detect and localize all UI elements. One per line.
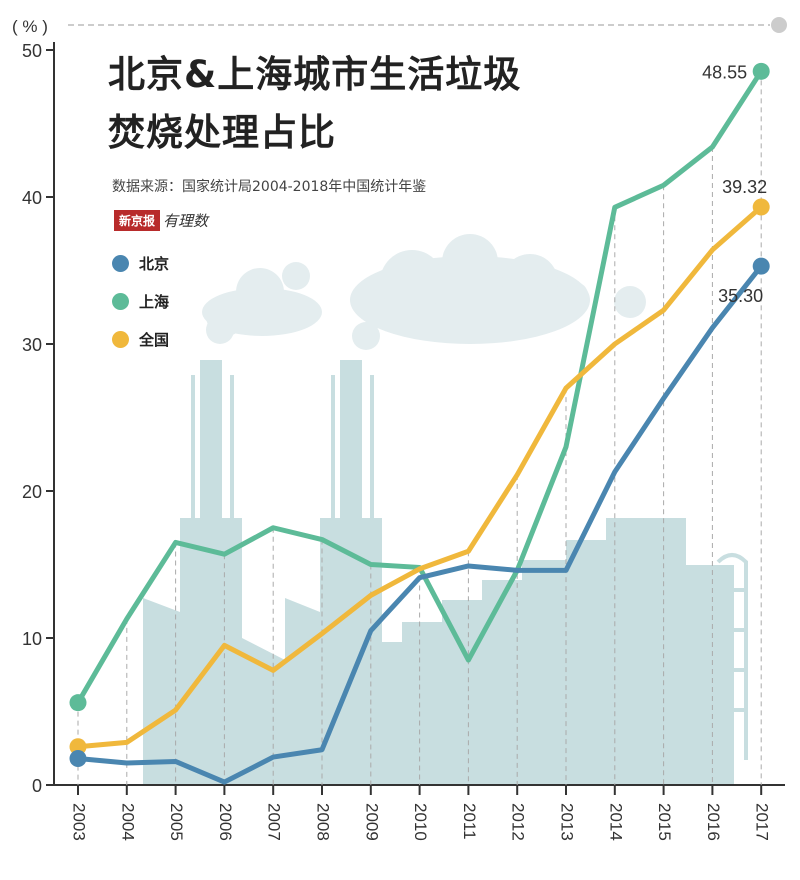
- legend-label-national: 全国: [139, 330, 170, 349]
- x-tick-label: 2006: [216, 803, 235, 841]
- x-tick-label: 2017: [753, 803, 772, 841]
- x-tick-label: 2012: [509, 803, 528, 841]
- series-start-point: [69, 750, 87, 768]
- y-tick-label: 0: [32, 776, 42, 796]
- source-note: 数据来源：国家统计局2004-2018年中国统计年鉴: [112, 179, 427, 195]
- x-tick-label: 2014: [606, 803, 625, 841]
- x-tick-label: 2003: [70, 803, 89, 841]
- series-end-point: [752, 198, 770, 216]
- top-guide-dot: [771, 17, 787, 33]
- series-line-0: [75, 263, 764, 785]
- end-value-label: 35.30: [718, 286, 763, 306]
- x-tick-label: 2004: [118, 803, 137, 841]
- chart-title: 北京&上海城市生活垃圾 焚烧处理占比: [108, 46, 521, 162]
- end-value-labels: 35.30 48.55 39.32: [702, 62, 767, 306]
- chart-title-line2: 焚烧处理占比: [108, 111, 336, 154]
- x-tick-label: 2009: [362, 803, 381, 841]
- series-start-point: [69, 694, 87, 712]
- legend-dot-beijing: [112, 254, 129, 272]
- x-tick-labels: 2003 2004 2005 2006 2007 2008 2009 2010 2011 2012…: [70, 803, 772, 841]
- y-tick-label: 30: [22, 335, 42, 355]
- legend-dot-shanghai: [112, 292, 129, 310]
- y-tick-label: 50: [22, 41, 42, 61]
- series-line-2: [75, 204, 764, 750]
- y-tick-labels: 0 10 20 30 40 50: [22, 41, 54, 796]
- y-unit-label: ( % ): [12, 17, 48, 36]
- x-tick-label: 2008: [314, 803, 333, 841]
- end-value-label: 48.55: [702, 62, 747, 82]
- x-tick-label: 2005: [167, 803, 186, 841]
- x-tick-label: 2015: [655, 803, 674, 841]
- y-tick-label: 20: [22, 482, 42, 502]
- legend-item-shanghai: 上海: [112, 291, 169, 311]
- series-lines: [69, 62, 770, 785]
- legend-item-beijing: 北京: [112, 253, 169, 273]
- series-end-point: [752, 257, 770, 275]
- x-tick-label: 2013: [558, 803, 577, 841]
- chart-title-line1: 北京&上海城市生活垃圾: [108, 53, 522, 96]
- factory-illustration: [143, 234, 748, 785]
- legend-dot-national: [112, 330, 129, 348]
- legend-label-beijing: 北京: [139, 254, 170, 273]
- x-tick-label: 2016: [704, 803, 723, 841]
- axes: [53, 42, 785, 795]
- y-tick-label: 10: [22, 629, 42, 649]
- end-value-label: 39.32: [722, 177, 767, 197]
- series-end-point: [752, 62, 770, 80]
- series-start-point: [69, 738, 87, 756]
- brand-box: 新京报: [114, 209, 161, 231]
- x-tick-label: 2010: [411, 803, 430, 841]
- y-tick-label: 40: [22, 188, 42, 208]
- x-tick-label: 2007: [265, 803, 284, 841]
- brand-logo: 新京报 有理数: [114, 209, 209, 231]
- legend-item-national: 全国: [112, 329, 169, 349]
- brand-hand: 有理数: [163, 211, 209, 230]
- legend: 北京 上海 全国: [112, 253, 169, 367]
- x-tick-label: 2011: [460, 803, 479, 840]
- legend-label-shanghai: 上海: [139, 292, 170, 311]
